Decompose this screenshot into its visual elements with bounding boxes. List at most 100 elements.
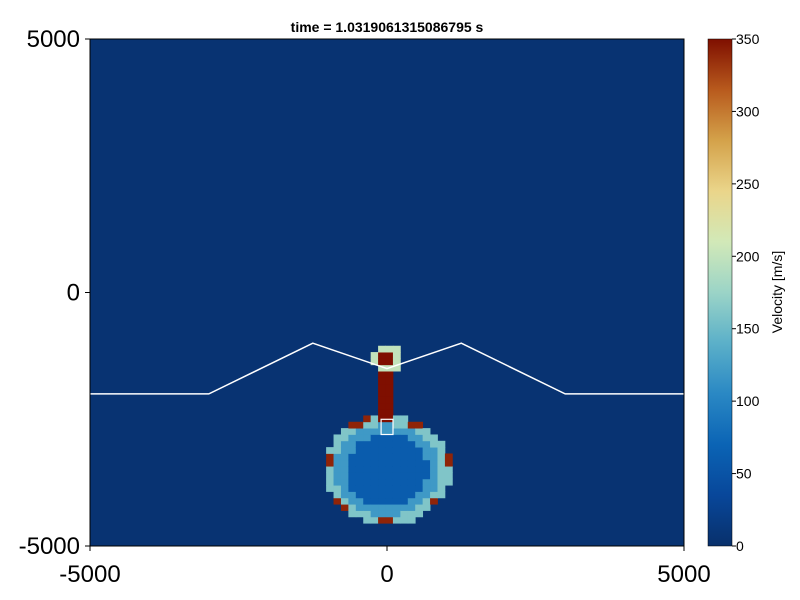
heatmap-cell	[385, 516, 394, 524]
heatmap-cell	[378, 352, 386, 359]
heatmap-cell	[378, 371, 386, 378]
heatmap-cell	[355, 440, 364, 448]
heatmap-cell	[378, 491, 386, 499]
heatmap-cell	[348, 478, 357, 486]
heatmap-cell	[355, 491, 364, 499]
heatmap-cell	[437, 491, 446, 499]
heatmap-cell	[355, 472, 364, 480]
heatmap-cell	[392, 447, 401, 454]
heatmap-cell	[340, 453, 349, 461]
heatmap-cell	[430, 497, 438, 505]
heatmap-cell	[385, 434, 394, 442]
colorbar-tick-label: 200	[736, 248, 760, 264]
heatmap-cell	[437, 440, 446, 448]
heatmap-cell	[392, 504, 401, 511]
colorbar-tick-label: 300	[736, 103, 760, 119]
heatmap-cell	[385, 478, 394, 486]
heatmap-cell	[363, 459, 372, 467]
heatmap-cell	[385, 459, 394, 467]
heatmap-cell	[422, 504, 431, 511]
heatmap-cell	[348, 459, 357, 467]
heatmap-cell	[407, 440, 416, 448]
heatmap-cell	[400, 485, 409, 492]
heatmap-cell	[355, 497, 364, 505]
heatmap-cell	[378, 390, 386, 397]
heatmap-cell	[392, 485, 401, 492]
heatmap-cell	[430, 491, 438, 499]
heatmap-cell	[378, 358, 386, 366]
heatmap-cell	[415, 472, 424, 480]
heatmap-cell	[430, 434, 438, 442]
heatmap-cell	[340, 485, 349, 492]
heatmap-cell	[400, 434, 409, 442]
heatmap-cell	[392, 352, 401, 359]
heatmap-cell	[340, 466, 349, 473]
heatmap-cell	[333, 478, 342, 486]
heatmap-cell	[392, 345, 401, 353]
heatmap-cell	[407, 447, 416, 454]
heatmap-cell	[385, 510, 394, 518]
heatmap-cell	[363, 428, 372, 435]
colorbar-ticks: 0 50 100 150 200 250 300 350	[732, 31, 760, 554]
heatmap-cell	[340, 440, 349, 448]
heatmap-cell	[430, 478, 438, 486]
colorbar-tick-label: 150	[736, 321, 760, 337]
heatmap-cell	[392, 434, 401, 442]
heatmap-cell	[363, 497, 372, 505]
heatmap-cell	[437, 485, 446, 492]
heatmap-cell	[385, 447, 394, 454]
y-tick-label: -5000	[19, 533, 80, 560]
heatmap-cell	[407, 478, 416, 486]
heatmap-cell	[392, 428, 401, 435]
heatmap-cell	[407, 485, 416, 492]
heatmap-cell	[385, 402, 394, 410]
heatmap-cell	[378, 396, 386, 404]
heatmap-cell	[407, 466, 416, 473]
heatmap-cell	[430, 453, 438, 461]
heatmap-cell	[333, 466, 342, 473]
heatmap-cell	[326, 472, 334, 480]
heatmap-cell	[437, 472, 446, 480]
heatmap-cell	[370, 510, 379, 518]
heatmap-cell	[355, 510, 364, 518]
heatmap-cell	[348, 497, 357, 505]
heatmap-cell	[400, 472, 409, 480]
heatmap-cell	[415, 459, 424, 467]
heatmap-cell	[385, 358, 394, 366]
heatmap-cell	[400, 510, 409, 518]
heatmap-cell	[370, 440, 379, 448]
colorbar-label: Velocity [m/s]	[769, 251, 785, 333]
heatmap-cell	[363, 415, 372, 423]
heatmap-cell	[378, 377, 386, 385]
heatmap-cell	[370, 485, 379, 492]
heatmap-cell	[392, 516, 401, 524]
heatmap-cell	[407, 453, 416, 461]
heatmap-cell	[355, 478, 364, 486]
heatmap-cell	[415, 466, 424, 473]
heatmap-cell	[348, 434, 357, 442]
heatmap-cell	[400, 497, 409, 505]
heatmap-cell	[415, 440, 424, 448]
heatmap-cell	[363, 421, 372, 429]
heatmap-cell	[400, 415, 409, 423]
heatmap-cell	[378, 428, 386, 435]
x-tick-label: 0	[380, 561, 393, 588]
heatmap-cell	[422, 491, 431, 499]
heatmap-cell	[326, 485, 334, 492]
heatmap-cell	[437, 478, 446, 486]
heatmap-cell	[340, 447, 349, 454]
heatmap-cell	[407, 497, 416, 505]
heatmap-cell	[340, 434, 349, 442]
y-axis: 5000 0 -5000	[19, 26, 90, 560]
heatmap-cells	[326, 345, 453, 524]
heatmap-cell	[385, 371, 394, 378]
heatmap-cell	[400, 516, 409, 524]
heatmap-cell	[422, 440, 431, 448]
y-tick-label: 0	[67, 280, 80, 307]
heatmap-cell	[370, 478, 379, 486]
colorbar	[707, 38, 733, 547]
heatmap-cell	[415, 434, 424, 442]
heatmap-cell	[378, 434, 386, 442]
heatmap-cell	[385, 453, 394, 461]
heatmap-cell	[370, 358, 379, 366]
